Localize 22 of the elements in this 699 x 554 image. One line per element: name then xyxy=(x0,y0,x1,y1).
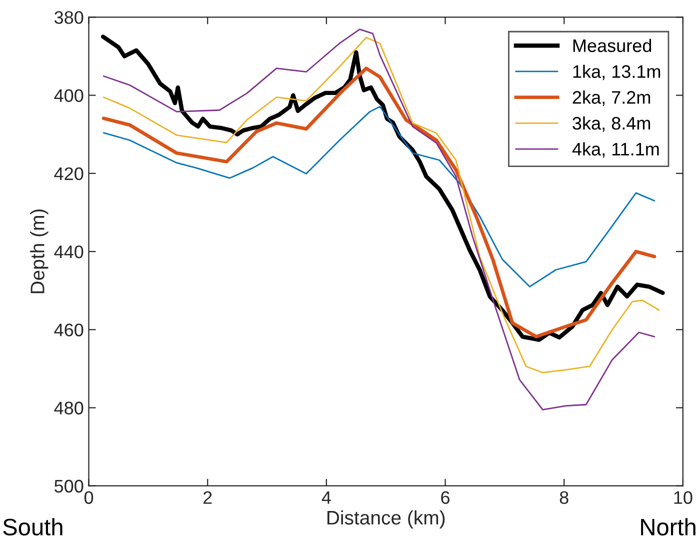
x-tick-label: 2 xyxy=(203,491,212,504)
legend-label: 1ka, 13.1m xyxy=(573,64,660,80)
y-tick-label: 500 xyxy=(54,480,84,493)
y-tick-label: 380 xyxy=(54,11,84,24)
x-tick-label: 0 xyxy=(84,491,94,504)
y-tick-label: 440 xyxy=(54,245,84,258)
x-tick-label: 4 xyxy=(322,491,331,504)
y-tick-label: 480 xyxy=(54,402,84,414)
x-axis-title: Distance (km) xyxy=(327,510,445,528)
text: South xyxy=(3,518,62,536)
legend-label: 2ka, 7.2m xyxy=(572,90,650,106)
legend-label: Measured xyxy=(573,38,652,52)
legend-label: 3ka, 8.4m xyxy=(572,116,650,132)
x-tick-label: 6 xyxy=(441,491,450,504)
x-tick-label: 8 xyxy=(560,491,568,504)
x-tick-label: 10 xyxy=(674,491,692,504)
y-tick-label: 460 xyxy=(54,324,84,336)
y-axis-title: Depth (m) xyxy=(30,210,48,294)
y-tick-label: 420 xyxy=(54,167,84,180)
y-tick-label: 400 xyxy=(54,89,84,102)
legend-label: 4ka, 11.1m xyxy=(572,142,659,158)
text: North xyxy=(641,518,696,536)
